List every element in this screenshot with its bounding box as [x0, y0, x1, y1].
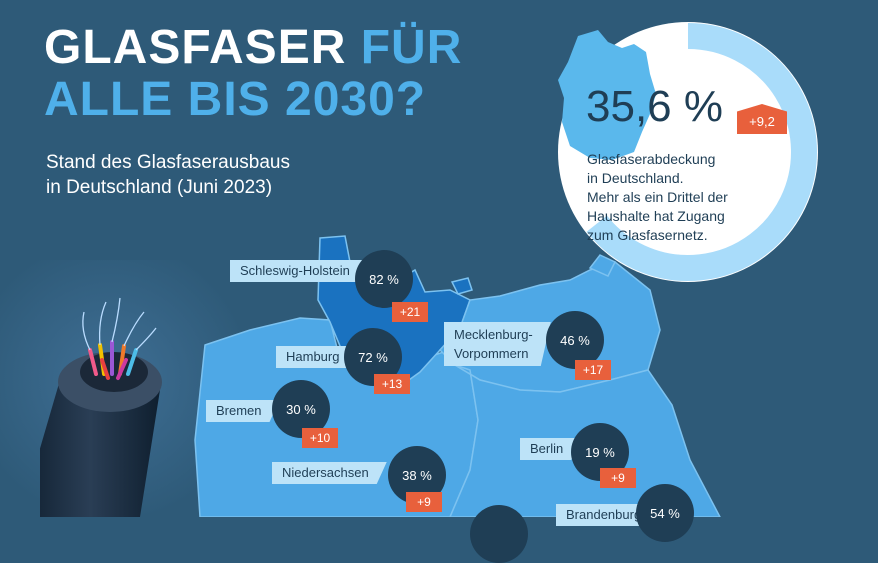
mini-germany-map [558, 30, 656, 160]
national-coverage-donut [558, 22, 818, 282]
page-subtitle: Stand des Glasfaserausbaus in Deutschlan… [46, 152, 290, 198]
state-change-mecklenburg-vorpommern: +17 [575, 360, 611, 380]
map-island-fehmarn [450, 277, 473, 295]
fiber-optic-cable-icon [40, 297, 162, 517]
page-title: GLASFASER FÜR ALLE BIS 2030? [44, 21, 463, 126]
national-description: Glasfaserabdeckung in Deutschland. Mehr … [587, 151, 728, 243]
state-change-bremen: +10 [302, 428, 338, 448]
state-change-berlin: +9 [600, 468, 636, 488]
state-change-niedersachsen: +9 [406, 492, 442, 512]
map-island-ruegen [588, 254, 617, 277]
state-change-hamburg: +13 [374, 374, 410, 394]
state-change-schleswig-holstein: +21 [392, 302, 428, 322]
state-label-niedersachsen: Niedersachsen [272, 462, 387, 484]
state-label-bremen: Bremen [206, 400, 280, 422]
donut-remainder-arc [586, 23, 817, 281]
national-coverage-value: 35,6 % [586, 82, 723, 131]
state-value-partial [470, 505, 528, 563]
state-label-berlin: Berlin [520, 438, 581, 460]
state-label-hamburg: Hamburg [276, 346, 357, 368]
state-value-schleswig-holstein: 82 % [355, 250, 413, 308]
state-value-brandenburg: 54 % [636, 484, 694, 542]
state-value-mecklenburg-vorpommern: 46 % [546, 311, 604, 369]
state-label-schleswig-holstein: Schleswig-Holstein [230, 260, 368, 282]
state-label-mecklenburg-vorpommern: Mecklenburg- Vorpommern [444, 322, 551, 366]
